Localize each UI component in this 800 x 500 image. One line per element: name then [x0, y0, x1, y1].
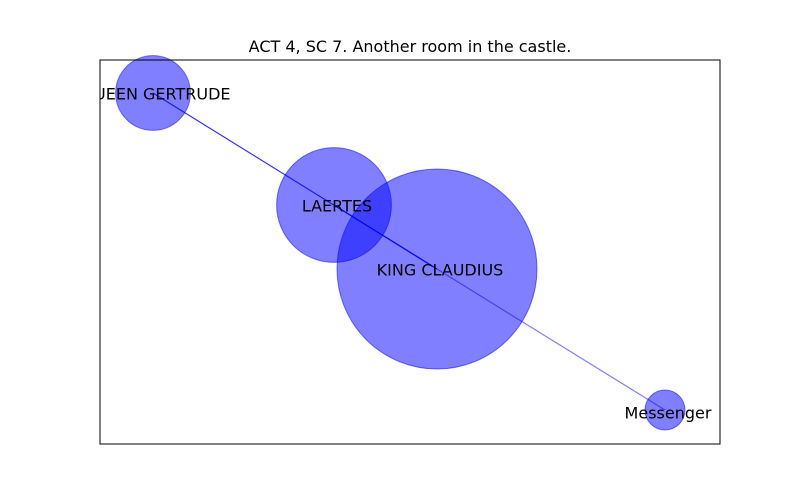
node-laertes — [276, 147, 392, 263]
labels-layer: KING CLAUDIUS LAERTES QUEEN GERTRUDE Messen… — [81, 85, 712, 423]
node-label-king-claudius: KING CLAUDIUS — [377, 261, 504, 280]
node-label-queen-gertrude: QUEEN GERTRUDE — [81, 85, 230, 104]
chart-title: ACT 4, SC 7. Another room in the castle. — [249, 37, 572, 56]
node-queen-gertrude — [115, 55, 191, 131]
node-label-laertes: LAERTES — [302, 197, 372, 216]
nodes-layer — [115, 55, 686, 431]
plot-frame — [99, 59, 721, 445]
node-label-messenger: Messenger — [625, 404, 712, 423]
node-messenger — [644, 389, 686, 431]
